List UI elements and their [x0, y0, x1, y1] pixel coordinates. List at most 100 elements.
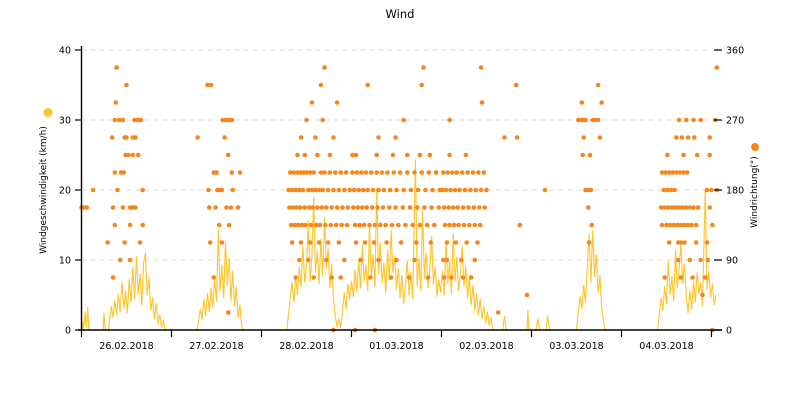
direction-dot — [112, 222, 118, 228]
direction-dot — [668, 187, 674, 193]
direction-dot — [120, 117, 126, 123]
direction-dot — [675, 222, 680, 228]
direction-dot — [444, 240, 450, 245]
direction-dot — [296, 222, 301, 228]
direction-dot — [482, 205, 488, 210]
direction-dot — [452, 187, 458, 193]
direction-dot — [466, 205, 471, 210]
direction-dot — [293, 275, 299, 280]
direction-dot — [320, 117, 326, 123]
direction-dot — [327, 152, 333, 158]
direction-dot — [361, 222, 367, 228]
direction-dot — [684, 117, 689, 123]
direction-dot — [342, 187, 347, 193]
direction-dot — [300, 187, 306, 193]
direction-dot — [211, 275, 217, 280]
direction-dot — [219, 187, 225, 193]
direction-dot — [362, 240, 368, 245]
direction-dot — [694, 152, 700, 158]
direction-dot — [319, 205, 325, 210]
direction-dot — [314, 222, 319, 228]
direction-dot — [375, 205, 380, 210]
direction-dot — [213, 205, 218, 210]
direction-dot — [90, 187, 96, 193]
direction-dot — [324, 205, 329, 210]
right-tick-label: 180 — [726, 186, 744, 197]
direction-dot — [235, 205, 241, 210]
left-tick-label: 30 — [59, 116, 71, 127]
direction-dot — [441, 205, 447, 210]
direction-dot — [460, 205, 466, 210]
direction-dot — [684, 170, 690, 175]
direction-dot — [364, 205, 370, 210]
x-tick-label: 02.03.2018 — [459, 341, 513, 352]
direction-dot — [205, 82, 210, 88]
direction-dot — [513, 82, 519, 88]
direction-dot — [463, 152, 469, 158]
direction-dot — [374, 152, 380, 158]
direction-dot — [406, 275, 412, 280]
direction-dot — [457, 187, 462, 193]
direction-dot — [676, 117, 682, 123]
direction-dot — [423, 187, 428, 193]
right-tick-label: 0 — [726, 326, 732, 337]
direction-dot — [659, 222, 665, 228]
direction-dot — [214, 170, 219, 175]
direction-dot — [680, 205, 685, 210]
direction-dot — [110, 205, 116, 210]
direction-dot — [479, 100, 485, 105]
direction-dot — [309, 100, 315, 105]
direction-dot — [195, 135, 200, 140]
direction-dot — [295, 170, 300, 175]
direction-legend-marker — [751, 143, 759, 151]
direction-dot — [333, 170, 338, 175]
direction-dot — [477, 222, 483, 228]
direction-dot — [695, 205, 701, 210]
direction-dot — [297, 187, 302, 193]
direction-dot — [117, 257, 123, 263]
direction-dot — [307, 240, 313, 245]
direction-dot — [381, 187, 387, 193]
direction-dot — [408, 187, 414, 193]
direction-dot — [393, 135, 398, 140]
direction-dot — [403, 222, 408, 228]
direction-dot — [689, 222, 694, 228]
direction-dot — [407, 205, 413, 210]
direction-dot — [292, 222, 298, 228]
direction-dot — [350, 170, 355, 175]
direction-dot — [297, 205, 303, 210]
direction-dot — [343, 170, 349, 175]
direction-dot — [446, 205, 452, 210]
direction-dot — [133, 135, 138, 140]
direction-dot — [302, 205, 308, 210]
direction-dot — [206, 187, 211, 193]
direction-dot — [419, 82, 425, 88]
direction-dot — [705, 257, 711, 263]
direction-dot — [495, 310, 501, 315]
direction-dot — [470, 170, 476, 175]
direction-dot — [329, 205, 335, 210]
direction-dot — [467, 222, 472, 228]
direction-dot — [468, 275, 474, 280]
x-tick-label: 27.02.2018 — [189, 341, 243, 352]
direction-dot — [288, 222, 294, 228]
direction-dot — [353, 152, 359, 158]
right-tick-label: 270 — [726, 116, 744, 127]
direction-dot — [398, 240, 404, 245]
direction-dot — [371, 240, 377, 245]
direction-dot — [336, 187, 342, 193]
direction-dot — [454, 170, 460, 175]
direction-dot — [456, 222, 461, 228]
direction-dot — [429, 205, 434, 210]
direction-dot — [670, 170, 676, 175]
direction-dot — [385, 170, 390, 175]
direction-dot — [331, 135, 336, 140]
direction-dot — [414, 205, 420, 210]
direction-dot — [354, 170, 360, 175]
direction-dot — [318, 82, 324, 88]
direction-dot — [465, 170, 470, 175]
direction-dot — [376, 135, 381, 140]
direction-dot — [440, 187, 445, 193]
direction-dot — [448, 187, 453, 193]
direction-dot — [302, 152, 308, 158]
